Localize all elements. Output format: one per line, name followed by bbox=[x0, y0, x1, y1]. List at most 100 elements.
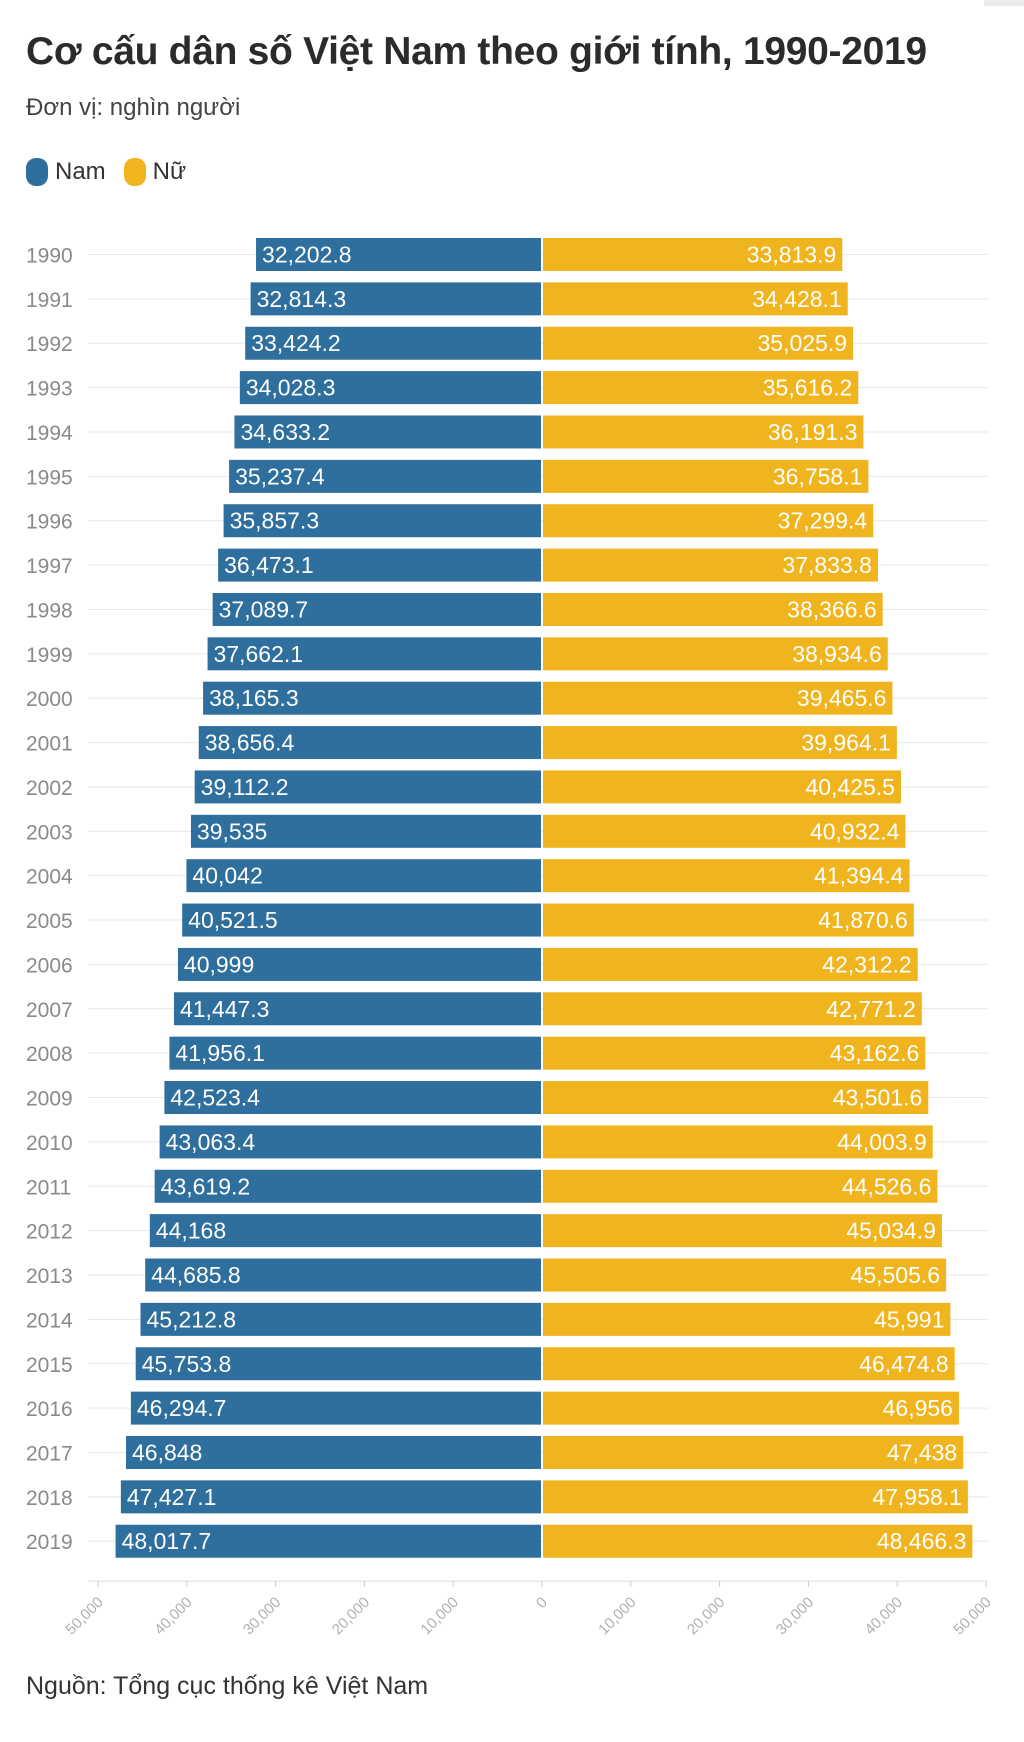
label-nu: 47,958.1 bbox=[872, 1484, 962, 1510]
bar-nam bbox=[256, 238, 541, 271]
bar-nam bbox=[212, 592, 541, 626]
label-nu: 44,526.6 bbox=[842, 1173, 932, 1199]
label-nam: 46,294.7 bbox=[137, 1395, 227, 1421]
label-nu: 38,366.6 bbox=[787, 596, 877, 622]
bar-nam bbox=[218, 548, 541, 582]
bar-nam bbox=[145, 1258, 541, 1292]
label-nu: 38,934.6 bbox=[792, 641, 882, 667]
bar-nu bbox=[543, 1214, 942, 1248]
x-tick-label: 30,000 bbox=[240, 1594, 284, 1638]
year-label: 2019 bbox=[26, 1531, 73, 1554]
label-nam: 41,447.3 bbox=[180, 996, 270, 1022]
bar-nam bbox=[207, 637, 541, 671]
bar-nu bbox=[543, 859, 910, 893]
bar-nu bbox=[543, 459, 869, 493]
bar-nu bbox=[543, 1302, 951, 1336]
bar-nu bbox=[543, 947, 918, 981]
label-nu: 39,465.6 bbox=[797, 685, 887, 711]
legend-item-nu[interactable]: Nữ bbox=[123, 158, 186, 186]
label-nu: 48,466.3 bbox=[877, 1528, 967, 1554]
label-nam: 34,028.3 bbox=[246, 375, 336, 401]
bar-nu bbox=[543, 814, 906, 848]
label-nu: 43,162.6 bbox=[830, 1040, 920, 1066]
year-label: 1999 bbox=[26, 644, 73, 667]
bar-nu bbox=[543, 1258, 947, 1292]
label-nu: 46,956 bbox=[883, 1395, 953, 1421]
bar-nu bbox=[543, 592, 883, 626]
bar-nam bbox=[229, 459, 541, 493]
bar-nam bbox=[115, 1524, 542, 1558]
bar-nu bbox=[543, 1524, 973, 1558]
bar-nu bbox=[543, 1125, 933, 1159]
bar-nu bbox=[543, 504, 874, 538]
bar-nu bbox=[543, 1435, 964, 1469]
label-nam: 40,042 bbox=[192, 863, 262, 889]
bar-nam bbox=[239, 371, 542, 405]
bar-nu bbox=[543, 1480, 968, 1514]
bar-nam bbox=[245, 326, 541, 360]
label-nu: 40,425.5 bbox=[805, 774, 895, 800]
label-nam: 32,814.3 bbox=[257, 286, 347, 312]
year-label: 2003 bbox=[26, 821, 73, 844]
bar-nam bbox=[182, 903, 542, 937]
year-label: 2018 bbox=[26, 1487, 73, 1510]
bar-nu bbox=[543, 548, 878, 582]
bar-nam bbox=[140, 1302, 542, 1336]
year-label: 2007 bbox=[26, 999, 73, 1022]
legend: Nam Nữ bbox=[26, 158, 204, 186]
label-nu: 45,034.9 bbox=[846, 1218, 936, 1244]
label-nam: 39,112.2 bbox=[201, 774, 289, 800]
x-tick-label: 40,000 bbox=[862, 1594, 906, 1638]
legend-item-nam[interactable]: Nam bbox=[26, 158, 106, 186]
label-nam: 40,999 bbox=[184, 951, 254, 977]
bar-nam bbox=[177, 947, 541, 981]
year-label: 2011 bbox=[26, 1176, 71, 1199]
bar-nu bbox=[543, 326, 854, 360]
bar-nam bbox=[120, 1480, 541, 1514]
bar-nu bbox=[543, 238, 843, 271]
x-tick-label: 20,000 bbox=[684, 1594, 728, 1638]
label-nam: 44,685.8 bbox=[151, 1262, 241, 1288]
label-nam: 44,168 bbox=[156, 1218, 226, 1244]
label-nam: 48,017.7 bbox=[122, 1528, 212, 1554]
bar-nam bbox=[169, 1036, 542, 1070]
year-label: 2002 bbox=[26, 777, 73, 800]
bar-nam bbox=[203, 681, 541, 715]
bar-nu bbox=[543, 726, 897, 760]
bar-nu bbox=[543, 992, 922, 1026]
year-label: 1990 bbox=[26, 245, 73, 268]
bar-nu bbox=[543, 1347, 955, 1381]
label-nam: 32,202.8 bbox=[262, 242, 352, 268]
year-label: 1992 bbox=[26, 333, 73, 356]
bar-nam bbox=[159, 1125, 541, 1159]
chart-subtitle: Đơn vị: nghìn người bbox=[26, 94, 241, 121]
legend-swatch-nu bbox=[123, 158, 146, 186]
x-tick-label: 30,000 bbox=[773, 1594, 817, 1638]
bar-nu bbox=[543, 770, 901, 804]
year-label: 1994 bbox=[26, 422, 73, 445]
label-nam: 43,619.2 bbox=[161, 1173, 251, 1199]
bar-nam bbox=[130, 1391, 541, 1425]
x-tick-label: 10,000 bbox=[595, 1594, 639, 1638]
label-nu: 45,505.6 bbox=[851, 1262, 941, 1288]
x-tick-label: 40,000 bbox=[151, 1594, 195, 1638]
year-label: 2005 bbox=[26, 910, 73, 933]
year-label: 2001 bbox=[26, 733, 73, 756]
label-nam: 37,089.7 bbox=[219, 596, 309, 622]
bar-nam bbox=[190, 814, 541, 848]
bar-nam bbox=[149, 1214, 542, 1248]
label-nam: 45,753.8 bbox=[142, 1351, 232, 1377]
bar-nu bbox=[543, 1081, 929, 1115]
label-nu: 40,932.4 bbox=[810, 818, 900, 844]
x-tick-label: 50,000 bbox=[950, 1594, 994, 1638]
label-nam: 35,237.4 bbox=[235, 463, 325, 489]
bar-nam bbox=[198, 726, 541, 760]
year-label: 2004 bbox=[26, 866, 73, 889]
label-nam: 45,212.8 bbox=[147, 1306, 237, 1332]
label-nam: 47,427.1 bbox=[127, 1484, 217, 1510]
year-label: 2016 bbox=[26, 1398, 73, 1421]
label-nu: 37,299.4 bbox=[778, 508, 868, 534]
bar-nam bbox=[223, 504, 542, 538]
label-nu: 33,813.9 bbox=[747, 242, 837, 268]
